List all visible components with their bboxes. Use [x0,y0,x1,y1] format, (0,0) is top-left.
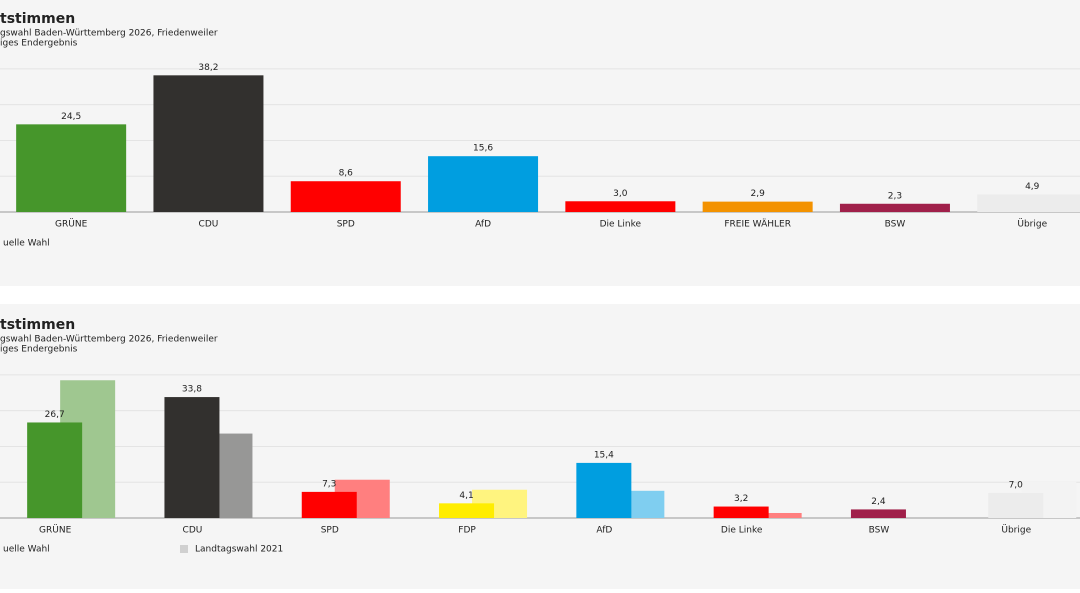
bar [850,509,906,518]
x-tick-label: Übrige [1017,219,1047,230]
chart-title: tstimmen [0,11,75,27]
bar [301,491,357,518]
x-tick-label: CDU [199,220,219,230]
bar [576,462,632,518]
bar [164,397,220,518]
bar [27,422,83,518]
bar [565,201,676,212]
bar [428,156,539,212]
subtitle: gswahl Baden-Württemberg 2026, Friedenwe… [0,335,218,345]
value-label: 15,6 [473,144,493,154]
x-tick-label: Übrige [1001,525,1031,536]
bar [153,75,264,212]
bar [977,194,1080,212]
x-tick-label: FDP [458,526,476,536]
bar [746,512,802,518]
subtitle: gswahl Baden-Württemberg 2026, Friedenwe… [0,29,218,39]
value-label: 2,4 [871,497,886,507]
value-label: 24,5 [61,112,81,122]
value-label: 3,0 [613,189,628,199]
x-tick-label: Die Linke [721,526,763,536]
bar [988,492,1044,518]
value-label: 2,3 [888,191,902,201]
legend-label: Landtagswahl 2021 [195,545,283,555]
value-label: 26,7 [45,410,65,420]
x-tick-label: BSW [869,526,890,536]
x-tick-label: Die Linke [600,220,642,230]
x-tick-label: SPD [321,526,339,536]
legend-swatch [180,545,188,553]
value-label: 4,9 [1025,182,1040,192]
x-tick-label: GRÜNE [55,219,88,230]
chart-title: tstimmen [0,317,75,333]
value-label: 2,9 [750,189,765,199]
value-label: 33,8 [182,385,202,395]
bar [16,124,127,212]
legend-label: uelle Wahl [3,239,50,249]
x-tick-label: AfD [596,526,612,536]
value-label: 7,0 [1009,480,1024,490]
value-label: 3,2 [734,494,748,504]
legend-label: uelle Wahl [3,545,50,555]
value-label: 15,4 [594,450,614,460]
x-tick-label: BSW [885,220,906,230]
x-tick-label: SPD [337,220,355,230]
note: iges Endergebnis [0,39,78,49]
note: iges Endergebnis [0,345,78,355]
value-label: 8,6 [339,169,354,179]
value-label: 7,3 [322,479,336,489]
bar [839,203,950,212]
value-label: 38,2 [198,63,218,73]
x-tick-label: AfD [475,220,491,230]
x-tick-label: CDU [183,526,203,536]
bar [290,181,401,212]
bar [439,503,495,518]
x-tick-label: FREIE WÄHLER [724,219,791,230]
value-label: 4,1 [459,491,473,501]
bar [713,506,769,518]
x-tick-label: GRÜNE [39,525,72,536]
bar [702,201,813,212]
